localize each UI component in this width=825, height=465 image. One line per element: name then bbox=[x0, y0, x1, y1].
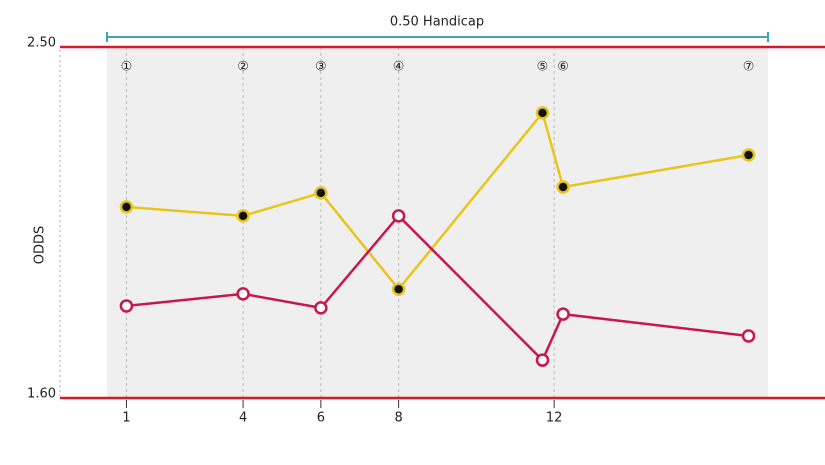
point bbox=[535, 353, 550, 367]
point-label: ④ bbox=[393, 60, 405, 75]
point-label: ⑥ bbox=[557, 60, 569, 75]
point-label: ① bbox=[121, 60, 133, 75]
point bbox=[391, 282, 406, 296]
point bbox=[314, 186, 328, 200]
point-label: ② bbox=[237, 60, 249, 75]
y-tick-label: 1.60 bbox=[27, 387, 56, 402]
x-tick-label: 6 bbox=[317, 411, 325, 426]
point-label: ⑦ bbox=[743, 60, 755, 75]
y-axis-label: ODDS bbox=[33, 226, 48, 265]
point bbox=[391, 209, 406, 223]
x-tick-label: 8 bbox=[394, 411, 402, 426]
point-label: ⑤ bbox=[537, 60, 549, 75]
point bbox=[535, 106, 550, 120]
x-tick-label: 4 bbox=[239, 411, 247, 426]
y-tick-label: 2.50 bbox=[27, 36, 56, 51]
point-label: ③ bbox=[315, 60, 327, 75]
point bbox=[236, 209, 250, 223]
point bbox=[314, 301, 328, 315]
plot-background bbox=[107, 47, 768, 398]
point bbox=[741, 148, 756, 162]
point bbox=[556, 180, 570, 194]
point bbox=[119, 299, 134, 313]
point bbox=[556, 307, 570, 321]
point bbox=[741, 329, 756, 343]
annotation: 0.50 Handicap bbox=[390, 15, 484, 30]
point bbox=[119, 200, 134, 214]
point bbox=[236, 287, 250, 301]
x-tick-label: 12 bbox=[546, 411, 563, 426]
x-tick-label: 1 bbox=[122, 411, 130, 426]
